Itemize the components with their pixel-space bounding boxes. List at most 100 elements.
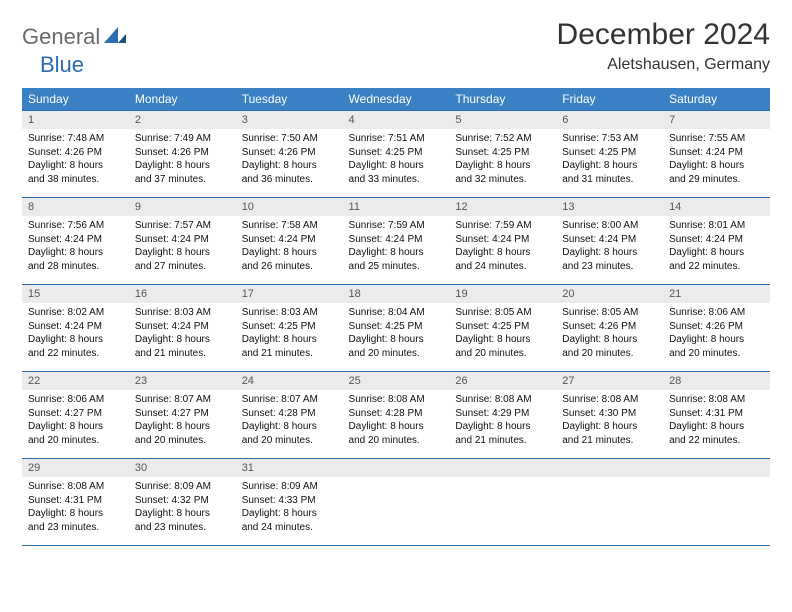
day-body: Sunrise: 7:48 AMSunset: 4:26 PMDaylight:… (22, 129, 129, 192)
day-number: 22 (22, 372, 129, 390)
calendar-row: 22Sunrise: 8:06 AMSunset: 4:27 PMDayligh… (22, 372, 770, 459)
day-number: 12 (449, 198, 556, 216)
day-number: 16 (129, 285, 236, 303)
day-body: Sunrise: 8:05 AMSunset: 4:25 PMDaylight:… (449, 303, 556, 366)
day-number: 29 (22, 459, 129, 477)
calendar-cell: 20Sunrise: 8:05 AMSunset: 4:26 PMDayligh… (556, 285, 663, 372)
day-body: Sunrise: 7:59 AMSunset: 4:24 PMDaylight:… (449, 216, 556, 279)
weekday-header: Monday (129, 88, 236, 111)
day-number: 10 (236, 198, 343, 216)
weekday-header: Thursday (449, 88, 556, 111)
calendar-cell: 11Sunrise: 7:59 AMSunset: 4:24 PMDayligh… (343, 198, 450, 285)
calendar-cell: 19Sunrise: 8:05 AMSunset: 4:25 PMDayligh… (449, 285, 556, 372)
calendar-cell: 9Sunrise: 7:57 AMSunset: 4:24 PMDaylight… (129, 198, 236, 285)
day-number: 30 (129, 459, 236, 477)
day-body: Sunrise: 7:57 AMSunset: 4:24 PMDaylight:… (129, 216, 236, 279)
day-number: 18 (343, 285, 450, 303)
day-body: Sunrise: 8:08 AMSunset: 4:31 PMDaylight:… (22, 477, 129, 540)
calendar-cell: 17Sunrise: 8:03 AMSunset: 4:25 PMDayligh… (236, 285, 343, 372)
calendar-cell: 23Sunrise: 8:07 AMSunset: 4:27 PMDayligh… (129, 372, 236, 459)
weekday-header-row: Sunday Monday Tuesday Wednesday Thursday… (22, 88, 770, 111)
calendar-cell: 28Sunrise: 8:08 AMSunset: 4:31 PMDayligh… (663, 372, 770, 459)
day-number: 11 (343, 198, 450, 216)
day-body: Sunrise: 7:51 AMSunset: 4:25 PMDaylight:… (343, 129, 450, 192)
day-body: Sunrise: 7:49 AMSunset: 4:26 PMDaylight:… (129, 129, 236, 192)
calendar-cell: 12Sunrise: 7:59 AMSunset: 4:24 PMDayligh… (449, 198, 556, 285)
day-body: Sunrise: 8:08 AMSunset: 4:30 PMDaylight:… (556, 390, 663, 453)
calendar-cell: 22Sunrise: 8:06 AMSunset: 4:27 PMDayligh… (22, 372, 129, 459)
calendar-cell: 25Sunrise: 8:08 AMSunset: 4:28 PMDayligh… (343, 372, 450, 459)
calendar-cell: 16Sunrise: 8:03 AMSunset: 4:24 PMDayligh… (129, 285, 236, 372)
calendar-cell: . (343, 459, 450, 546)
calendar-cell: 8Sunrise: 7:56 AMSunset: 4:24 PMDaylight… (22, 198, 129, 285)
day-body: Sunrise: 7:52 AMSunset: 4:25 PMDaylight:… (449, 129, 556, 192)
weekday-header: Saturday (663, 88, 770, 111)
day-number: 19 (449, 285, 556, 303)
day-body: Sunrise: 7:50 AMSunset: 4:26 PMDaylight:… (236, 129, 343, 192)
day-number: 23 (129, 372, 236, 390)
day-body: Sunrise: 8:04 AMSunset: 4:25 PMDaylight:… (343, 303, 450, 366)
day-number: 13 (556, 198, 663, 216)
day-number: 1 (22, 111, 129, 129)
day-number: 8 (22, 198, 129, 216)
day-number: 6 (556, 111, 663, 129)
calendar-cell: 5Sunrise: 7:52 AMSunset: 4:25 PMDaylight… (449, 111, 556, 198)
calendar-cell: 26Sunrise: 8:08 AMSunset: 4:29 PMDayligh… (449, 372, 556, 459)
day-number: 4 (343, 111, 450, 129)
day-body: Sunrise: 8:09 AMSunset: 4:33 PMDaylight:… (236, 477, 343, 540)
calendar-row: 8Sunrise: 7:56 AMSunset: 4:24 PMDaylight… (22, 198, 770, 285)
calendar-cell: 2Sunrise: 7:49 AMSunset: 4:26 PMDaylight… (129, 111, 236, 198)
weekday-header: Tuesday (236, 88, 343, 111)
day-body: Sunrise: 7:55 AMSunset: 4:24 PMDaylight:… (663, 129, 770, 192)
calendar-row: 29Sunrise: 8:08 AMSunset: 4:31 PMDayligh… (22, 459, 770, 546)
day-number: 28 (663, 372, 770, 390)
day-number: 25 (343, 372, 450, 390)
day-number: 9 (129, 198, 236, 216)
day-number: 3 (236, 111, 343, 129)
calendar-cell: . (556, 459, 663, 546)
title-block: December 2024 Aletshausen, Germany (557, 18, 770, 74)
day-body: Sunrise: 8:07 AMSunset: 4:28 PMDaylight:… (236, 390, 343, 453)
day-body: Sunrise: 8:00 AMSunset: 4:24 PMDaylight:… (556, 216, 663, 279)
page-subtitle: Aletshausen, Germany (557, 56, 770, 74)
calendar-cell: 24Sunrise: 8:07 AMSunset: 4:28 PMDayligh… (236, 372, 343, 459)
calendar-cell: 6Sunrise: 7:53 AMSunset: 4:25 PMDaylight… (556, 111, 663, 198)
calendar-row: 1Sunrise: 7:48 AMSunset: 4:26 PMDaylight… (22, 111, 770, 198)
day-body: Sunrise: 8:06 AMSunset: 4:26 PMDaylight:… (663, 303, 770, 366)
calendar-cell: 27Sunrise: 8:08 AMSunset: 4:30 PMDayligh… (556, 372, 663, 459)
day-number: 20 (556, 285, 663, 303)
calendar-cell: 18Sunrise: 8:04 AMSunset: 4:25 PMDayligh… (343, 285, 450, 372)
day-body: Sunrise: 8:06 AMSunset: 4:27 PMDaylight:… (22, 390, 129, 453)
calendar-cell: 29Sunrise: 8:08 AMSunset: 4:31 PMDayligh… (22, 459, 129, 546)
calendar-cell: 14Sunrise: 8:01 AMSunset: 4:24 PMDayligh… (663, 198, 770, 285)
page-title: December 2024 (557, 18, 770, 52)
day-number: 17 (236, 285, 343, 303)
calendar-cell: 3Sunrise: 7:50 AMSunset: 4:26 PMDaylight… (236, 111, 343, 198)
weekday-header: Sunday (22, 88, 129, 111)
day-body: Sunrise: 8:03 AMSunset: 4:25 PMDaylight:… (236, 303, 343, 366)
day-body: Sunrise: 7:56 AMSunset: 4:24 PMDaylight:… (22, 216, 129, 279)
weekday-header: Wednesday (343, 88, 450, 111)
day-body: Sunrise: 8:01 AMSunset: 4:24 PMDaylight:… (663, 216, 770, 279)
calendar-cell: 10Sunrise: 7:58 AMSunset: 4:24 PMDayligh… (236, 198, 343, 285)
day-body: Sunrise: 8:08 AMSunset: 4:29 PMDaylight:… (449, 390, 556, 453)
calendar-cell: 21Sunrise: 8:06 AMSunset: 4:26 PMDayligh… (663, 285, 770, 372)
logo-triangle-icon (104, 23, 126, 39)
day-number: 27 (556, 372, 663, 390)
logo: General (22, 24, 128, 50)
day-number: 5 (449, 111, 556, 129)
logo-text-2: Blue (40, 52, 84, 78)
weekday-header: Friday (556, 88, 663, 111)
day-body: Sunrise: 7:58 AMSunset: 4:24 PMDaylight:… (236, 216, 343, 279)
day-body: Sunrise: 8:08 AMSunset: 4:31 PMDaylight:… (663, 390, 770, 453)
day-body: Sunrise: 8:08 AMSunset: 4:28 PMDaylight:… (343, 390, 450, 453)
day-body: Sunrise: 8:09 AMSunset: 4:32 PMDaylight:… (129, 477, 236, 540)
calendar-table: Sunday Monday Tuesday Wednesday Thursday… (22, 88, 770, 546)
day-body: Sunrise: 8:07 AMSunset: 4:27 PMDaylight:… (129, 390, 236, 453)
day-number: 15 (22, 285, 129, 303)
day-number: 24 (236, 372, 343, 390)
day-number: 21 (663, 285, 770, 303)
calendar-cell: 31Sunrise: 8:09 AMSunset: 4:33 PMDayligh… (236, 459, 343, 546)
day-body: Sunrise: 8:02 AMSunset: 4:24 PMDaylight:… (22, 303, 129, 366)
day-number: 7 (663, 111, 770, 129)
